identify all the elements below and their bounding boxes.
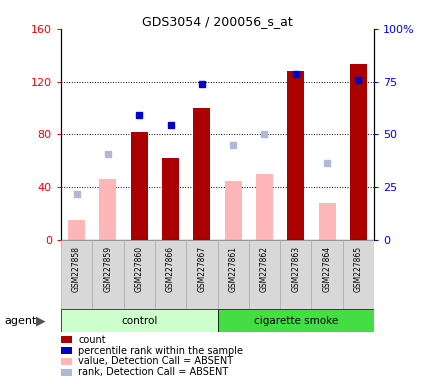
Text: ▶: ▶ — [36, 314, 46, 327]
Text: GSM227859: GSM227859 — [103, 245, 112, 292]
Text: count: count — [78, 335, 106, 345]
Bar — [217, 309, 373, 332]
Text: GSM227867: GSM227867 — [197, 245, 206, 292]
Text: GSM227864: GSM227864 — [322, 245, 331, 292]
Bar — [279, 240, 311, 309]
Bar — [68, 220, 85, 240]
Bar — [311, 240, 342, 309]
Text: value, Detection Call = ABSENT: value, Detection Call = ABSENT — [78, 356, 233, 366]
Bar — [224, 180, 241, 240]
Bar — [193, 108, 210, 240]
Bar — [349, 65, 366, 240]
Bar — [186, 240, 217, 309]
Bar — [342, 240, 373, 309]
Text: agent: agent — [4, 316, 36, 326]
Text: GSM227858: GSM227858 — [72, 245, 81, 291]
Text: percentile rank within the sample: percentile rank within the sample — [78, 346, 243, 356]
Text: GSM227860: GSM227860 — [135, 245, 143, 292]
Text: GSM227861: GSM227861 — [228, 245, 237, 291]
Text: rank, Detection Call = ABSENT: rank, Detection Call = ABSENT — [78, 367, 228, 377]
Text: control: control — [121, 316, 157, 326]
Text: GDS3054 / 200056_s_at: GDS3054 / 200056_s_at — [142, 15, 292, 28]
Bar — [318, 203, 335, 240]
Bar — [99, 179, 116, 240]
Text: GSM227862: GSM227862 — [260, 245, 268, 291]
Bar — [255, 174, 273, 240]
Bar — [155, 240, 186, 309]
Bar — [61, 240, 92, 309]
Bar — [161, 158, 179, 240]
Bar — [286, 71, 304, 240]
Text: GSM227866: GSM227866 — [166, 245, 174, 292]
Text: GSM227865: GSM227865 — [353, 245, 362, 292]
Bar — [248, 240, 279, 309]
Text: cigarette smoke: cigarette smoke — [253, 316, 337, 326]
Bar — [92, 240, 123, 309]
Bar — [123, 240, 155, 309]
Bar — [217, 240, 248, 309]
Bar — [61, 309, 217, 332]
Text: GSM227863: GSM227863 — [291, 245, 299, 292]
Bar — [130, 132, 148, 240]
